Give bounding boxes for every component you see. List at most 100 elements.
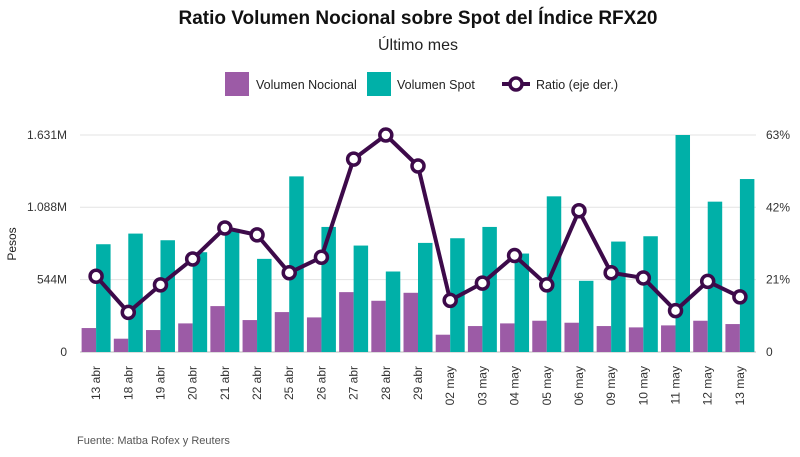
x-tick-label: 19 abr bbox=[153, 366, 167, 400]
x-tick-label: 12 may bbox=[701, 366, 715, 405]
bar-volumen-nocional bbox=[435, 334, 451, 352]
ratio-point bbox=[635, 270, 652, 286]
legend-label-nocional: Volumen Nocional bbox=[256, 78, 357, 92]
chart-subtitle: Último mes bbox=[378, 35, 458, 54]
ratio-point bbox=[378, 127, 394, 143]
x-axis-ticks: 13 abr 18 abr 19 abr 20 abr 21 abr 22 abr 25 a… bbox=[89, 366, 747, 405]
x-tick-label: 05 may bbox=[540, 366, 554, 405]
bar-volumen-spot bbox=[289, 176, 304, 352]
bar-volumen-nocional bbox=[564, 322, 579, 352]
legend-label-ratio: Ratio (eje der.) bbox=[536, 78, 618, 92]
x-tick-label: 21 abr bbox=[218, 366, 232, 400]
x-tick-label: 03 may bbox=[475, 366, 489, 405]
x-tick-label: 10 may bbox=[636, 366, 650, 405]
x-tick-label: 25 abr bbox=[282, 366, 296, 400]
bar-volumen-nocional bbox=[81, 328, 97, 352]
left-axis-ticks: 0 544M 1.088M 1.631M bbox=[27, 128, 67, 359]
bar-volumen-spot bbox=[546, 196, 562, 352]
bar-volumen-nocional bbox=[113, 338, 129, 352]
x-tick-label: 22 abr bbox=[250, 366, 264, 400]
legend-marker-ratio bbox=[508, 76, 524, 92]
bar-volumen-nocional bbox=[339, 292, 354, 352]
bar-volumen-nocional bbox=[371, 300, 386, 352]
bar-volumen-nocional bbox=[210, 306, 225, 352]
ratio-point bbox=[281, 265, 297, 281]
x-tick-label: 27 abr bbox=[347, 366, 361, 400]
bar-volumen-spot bbox=[128, 233, 143, 352]
legend-swatch-spot bbox=[367, 72, 391, 96]
bar-volumen-spot bbox=[385, 271, 401, 352]
bar-volumen-nocional bbox=[532, 320, 547, 352]
ratio-point bbox=[120, 304, 137, 321]
legend-swatch-nocional bbox=[225, 72, 249, 96]
x-tick-label: 29 abr bbox=[411, 366, 425, 400]
y-right-tick-label: 42% bbox=[766, 200, 790, 214]
chart-title: Ratio Volumen Nocional sobre Spot del Ín… bbox=[179, 7, 658, 29]
bar-volumen-nocional bbox=[500, 323, 515, 352]
ratio-line-group bbox=[88, 127, 748, 321]
bar-volumen-spot bbox=[96, 244, 111, 352]
source-note: Fuente: Matba Rofex y Reuters bbox=[77, 435, 230, 447]
ratio-point bbox=[88, 268, 104, 284]
bar-volumen-spot bbox=[257, 258, 272, 352]
x-tick-label: 28 abr bbox=[379, 366, 393, 400]
ratio-point bbox=[571, 203, 587, 219]
ratio-point bbox=[474, 275, 491, 291]
bar-volumen-nocional bbox=[306, 317, 322, 352]
ratio-point bbox=[249, 227, 265, 243]
bar-volumen-spot bbox=[739, 179, 755, 352]
ratio-point bbox=[217, 220, 233, 236]
right-axis-ticks: 0 21% 42% 63% bbox=[766, 128, 790, 359]
bar-volumen-nocional bbox=[661, 325, 676, 352]
x-tick-label: 09 may bbox=[604, 366, 618, 405]
x-tick-label: 04 may bbox=[508, 366, 522, 405]
x-tick-label: 11 may bbox=[669, 366, 683, 404]
bar-volumen-spot bbox=[643, 236, 658, 352]
x-tick-label: 02 may bbox=[443, 366, 457, 405]
y-left-tick-label: 0 bbox=[60, 345, 67, 359]
x-tick-label: 13 may bbox=[733, 366, 747, 405]
y-right-tick-label: 0 bbox=[766, 345, 773, 359]
ratio-point bbox=[313, 249, 330, 266]
bar-volumen-nocional bbox=[628, 327, 644, 352]
y-right-tick-label: 21% bbox=[766, 273, 790, 287]
bar-volumen-nocional bbox=[725, 324, 740, 352]
ratio-point bbox=[603, 265, 619, 281]
bar-volumen-spot bbox=[578, 280, 594, 352]
ratio-point bbox=[152, 277, 169, 293]
ratio-point bbox=[539, 277, 555, 293]
bar-volumen-spot bbox=[514, 253, 530, 352]
bar-volumen-nocional bbox=[274, 312, 290, 352]
y-left-tick-label: 1.631M bbox=[27, 128, 67, 142]
bar-volumen-spot bbox=[160, 240, 175, 352]
bar-volumen-spot bbox=[611, 241, 626, 352]
y-right-tick-label: 63% bbox=[766, 128, 790, 142]
ratio-point bbox=[732, 289, 748, 305]
bar-volumen-spot bbox=[192, 252, 208, 352]
ratio-point bbox=[699, 273, 716, 290]
bar-volumen-nocional bbox=[467, 326, 483, 352]
x-tick-label: 18 abr bbox=[121, 366, 135, 400]
bar-volumen-spot bbox=[482, 226, 497, 352]
x-tick-label: 06 may bbox=[572, 366, 586, 405]
x-tick-label: 13 abr bbox=[89, 366, 103, 400]
x-tick-label: 26 abr bbox=[314, 366, 328, 400]
legend: Volumen Nocional Volumen Spot Ratio (eje… bbox=[225, 72, 618, 96]
ratio-point bbox=[442, 292, 458, 309]
bar-volumen-spot bbox=[418, 242, 433, 352]
bar-volumen-spot bbox=[707, 201, 723, 352]
bar-volumen-spot bbox=[353, 245, 369, 352]
ratio-point bbox=[410, 158, 426, 174]
ratio-point bbox=[345, 151, 362, 167]
bars bbox=[81, 135, 755, 352]
y-left-tick-label: 1.088M bbox=[27, 200, 67, 214]
y-axis-label: Pesos bbox=[5, 227, 19, 260]
bar-volumen-nocional bbox=[145, 330, 161, 352]
bar-volumen-nocional bbox=[403, 292, 418, 352]
x-tick-label: 20 abr bbox=[186, 366, 200, 400]
ratio-point bbox=[667, 302, 684, 319]
y-left-tick-label: 544M bbox=[37, 273, 67, 287]
legend-label-spot: Volumen Spot bbox=[397, 78, 475, 92]
bar-volumen-nocional bbox=[596, 326, 612, 352]
